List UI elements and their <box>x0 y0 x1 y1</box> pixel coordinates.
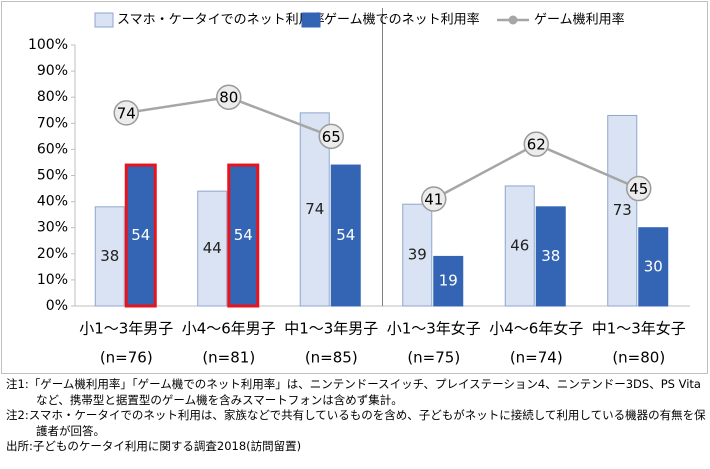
bar <box>227 163 260 308</box>
bar <box>607 114 638 307</box>
chart: 0% 10% 20% 30% 40% 50% 60% 70% 80% 90% 100% 小1～3年男子… <box>1 1 708 374</box>
bar <box>535 206 566 307</box>
value-label: 45 <box>629 180 648 198</box>
x-tick-label: 小1～3年女子 <box>387 320 481 338</box>
x-tick-note: (n=80) <box>612 349 665 367</box>
note: 注2:スマホ・ケータイでのネット利用は、家族などで共有しているものを含め、子ども… <box>6 408 706 438</box>
chart-frame <box>1 1 708 374</box>
note: 注1:「ゲーム機利用率」「ゲーム機でのネット利用率」は、ニンテンドースイッチ、プ… <box>6 377 701 407</box>
y-tick-label: 80% <box>37 89 68 105</box>
line-marker <box>318 123 344 150</box>
value-label: 65 <box>322 128 341 146</box>
bar <box>402 203 433 307</box>
legend-swatch <box>301 12 321 28</box>
value-label: 73 <box>613 201 632 219</box>
x-tick-label: 中1～3年男子 <box>284 320 378 338</box>
bar <box>197 190 228 307</box>
notes: 注1:「ゲーム機利用率」「ゲーム機でのネット利用率」は、ニンテンドースイッチ、プ… <box>6 377 706 455</box>
bar <box>124 163 157 308</box>
value-label: 80 <box>219 89 238 107</box>
value-label: 38 <box>100 247 119 265</box>
value-label: 41 <box>424 190 443 208</box>
legend-label: スマホ・ケータイでのネット利用率 <box>117 12 325 28</box>
line-marker <box>523 131 549 157</box>
value-label: 19 <box>439 272 458 290</box>
y-tick-label: 30% <box>37 220 68 236</box>
bar <box>94 206 125 307</box>
x-tick-label: 小4～6年男子 <box>182 320 276 338</box>
value-label: 30 <box>644 257 663 275</box>
bar <box>504 185 535 307</box>
y-tick-label: 10% <box>37 272 68 288</box>
legend-label: ゲーム機利用率 <box>534 12 625 28</box>
y-tick-label: 40% <box>37 194 68 210</box>
value-label: 38 <box>541 247 560 265</box>
value-label: 54 <box>234 226 253 244</box>
x-tick-label: 小1～3年男子 <box>79 320 173 338</box>
line-marker <box>421 186 447 212</box>
value-label: 54 <box>336 226 355 244</box>
line-marker <box>626 175 652 202</box>
note: 出所:子どものケータイ利用に関する調査2018(訪問留置) <box>6 439 302 453</box>
value-label: 74 <box>305 200 324 218</box>
line-marker <box>113 100 139 126</box>
x-tick-note: (n=81) <box>202 349 255 367</box>
value-label: 46 <box>510 236 529 254</box>
legend-swatch <box>508 15 518 25</box>
x-tick-note: (n=85) <box>305 349 358 367</box>
y-tick-label: 0% <box>46 298 68 314</box>
y-tick-label: 70% <box>37 115 68 131</box>
bar <box>433 255 464 307</box>
y-tick-label: 60% <box>37 141 68 157</box>
value-label: 44 <box>203 239 222 257</box>
x-tick-label: 中1～3年女子 <box>592 320 686 338</box>
legend-label: ゲーム機でのネット利用率 <box>324 12 480 28</box>
y-tick-label: 20% <box>37 246 68 262</box>
x-tick-note: (n=74) <box>510 349 563 367</box>
value-label: 39 <box>408 246 427 264</box>
line-marker <box>216 84 242 110</box>
x-tick-label: 小4～6年女子 <box>489 320 583 338</box>
bar <box>330 164 361 307</box>
legend-swatch <box>94 12 114 28</box>
y-tick-label: 100% <box>28 37 68 53</box>
value-label: 74 <box>117 104 136 122</box>
y-tick-label: 50% <box>37 168 68 184</box>
x-tick-note: (n=76) <box>100 349 153 367</box>
x-tick-note: (n=75) <box>407 349 460 367</box>
value-label: 54 <box>131 226 150 244</box>
value-label: 62 <box>527 136 546 154</box>
bar <box>638 227 669 307</box>
y-tick-label: 90% <box>37 63 68 79</box>
